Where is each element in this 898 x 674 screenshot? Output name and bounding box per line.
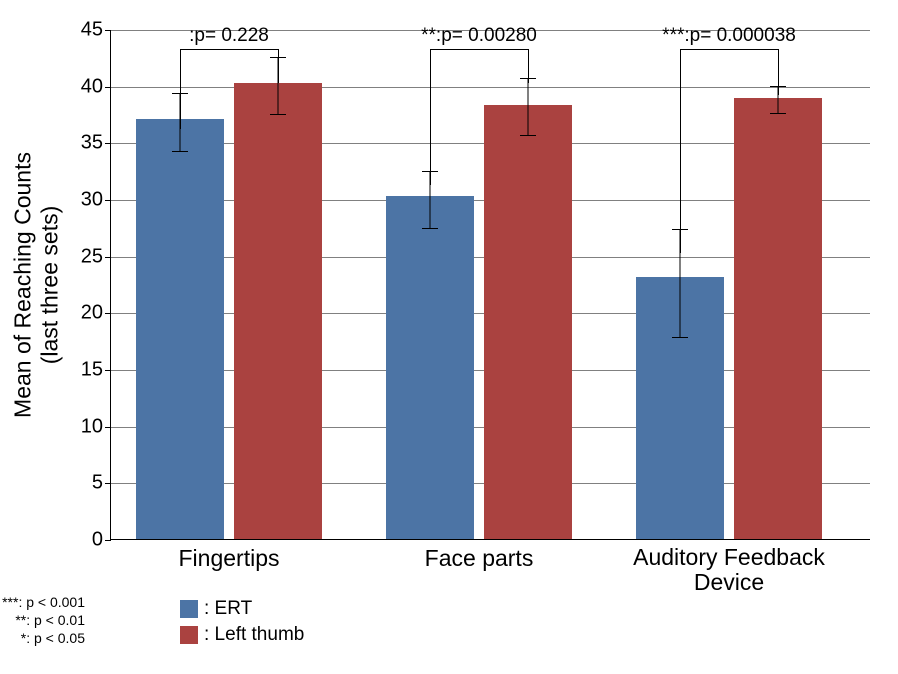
significance-label: :p= 0.228	[189, 25, 269, 47]
legend-label: : ERT	[204, 598, 252, 620]
ytick-label: 15	[81, 359, 111, 382]
ytick-label: 25	[81, 245, 111, 268]
error-bar-cap	[770, 113, 786, 114]
significance-bracket	[430, 49, 528, 50]
ylabel-line2: (last three sets)	[37, 206, 63, 365]
significance-bracket-drop	[278, 49, 279, 83]
ytick-label: 35	[81, 132, 111, 155]
significance-key: ***: p < 0.001**: p < 0.01*: p < 0.05	[2, 593, 85, 648]
legend-item: : ERT	[180, 598, 304, 620]
legend-item: : Left thumb	[180, 624, 304, 646]
ylabel-line1: Mean of Reaching Counts	[10, 152, 36, 418]
ytick-label: 10	[81, 415, 111, 438]
significance-bracket-drop	[430, 49, 431, 185]
significance-bracket-drop	[778, 49, 779, 94]
bar	[136, 119, 224, 539]
error-bar-cap	[422, 228, 438, 229]
error-bar	[528, 78, 529, 136]
bar	[234, 83, 322, 539]
significance-bracket	[680, 49, 778, 50]
significance-key-line: **: p < 0.01	[2, 611, 85, 629]
y-axis-label: Mean of Reaching Counts (last three sets…	[10, 152, 64, 418]
error-bar-cap	[270, 114, 286, 115]
ytick-label: 30	[81, 189, 111, 212]
bar	[386, 196, 474, 539]
ytick-label: 20	[81, 302, 111, 325]
significance-bracket-drop	[528, 49, 529, 83]
gridline	[111, 87, 870, 88]
error-bar-cap	[672, 337, 688, 338]
error-bar-cap	[520, 135, 536, 136]
significance-bracket-drop	[180, 49, 181, 128]
bar	[734, 98, 822, 539]
plot-area: 051015202530354045Fingertips:p= 0.228Fac…	[110, 30, 870, 540]
x-category-label: Face parts	[425, 539, 534, 572]
significance-key-line: ***: p < 0.001	[2, 593, 85, 611]
significance-label: **:p= 0.00280	[421, 25, 537, 47]
bar-chart: 0 5 10 15 20 25 30 35 40 45 Fingertips :p= 0.228 Fac…	[0, 0, 898, 674]
significance-label: ***:p= 0.000038	[662, 25, 796, 47]
error-bar-cap	[172, 151, 188, 152]
legend: : ERT : Left thumb	[180, 598, 304, 650]
legend-label: : Left thumb	[204, 624, 304, 646]
significance-key-line: *: p < 0.05	[2, 629, 85, 647]
ytick-label: 45	[81, 19, 111, 42]
bar	[484, 105, 572, 539]
significance-bracket-drop	[680, 49, 681, 253]
legend-swatch	[180, 626, 198, 644]
x-category-label: Auditory FeedbackDevice	[633, 539, 825, 596]
x-category-label: Fingertips	[179, 539, 280, 572]
significance-bracket	[180, 49, 278, 50]
ytick-label: 0	[92, 529, 111, 552]
ytick-label: 5	[92, 472, 111, 495]
ytick-label: 40	[81, 75, 111, 98]
legend-swatch	[180, 600, 198, 618]
